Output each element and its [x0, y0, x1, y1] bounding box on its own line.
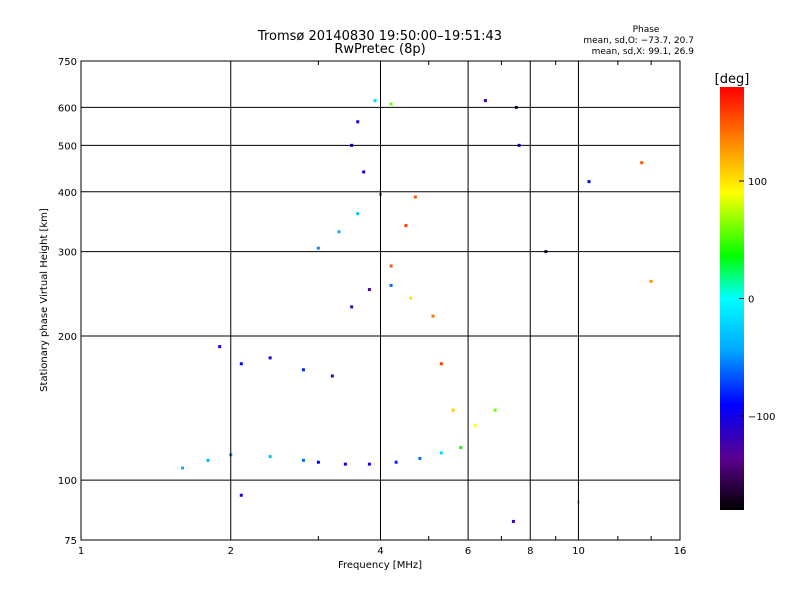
grid-lines — [81, 61, 680, 540]
echo-point — [389, 264, 393, 268]
echo-point — [473, 424, 477, 428]
echo-point — [268, 356, 272, 360]
y-tick-label: 200 — [58, 332, 77, 343]
y-axis-label: Stationary phase Virtual Height [km] — [39, 208, 50, 392]
echo-point — [493, 408, 497, 412]
echo-point — [394, 460, 398, 464]
chart-subtitle: RwPretec (8p) — [334, 42, 425, 57]
echo-point — [483, 99, 487, 103]
echo-point — [362, 170, 366, 174]
colorbar-ticks: 100 0 −100 — [739, 177, 775, 423]
echo-point — [330, 374, 334, 378]
y-tick-label: 600 — [58, 103, 77, 114]
axis-ticks: 1 2 4 6 8 10 16 75 100 200 300 400 500 600 750 — [58, 57, 686, 557]
echo-point — [409, 296, 413, 300]
colorbar-tick-label: 0 — [748, 295, 754, 306]
echo-point — [343, 462, 347, 466]
echo-point — [206, 458, 210, 462]
echo-point — [389, 102, 393, 106]
y-tick-label: 500 — [58, 141, 77, 152]
echo-point — [356, 212, 360, 216]
echo-point — [337, 230, 341, 234]
echo-point — [367, 288, 371, 292]
echo-point — [316, 246, 320, 250]
x-tick-label: 16 — [674, 546, 687, 557]
y-tick-label: 400 — [58, 188, 77, 199]
echo-point — [418, 456, 422, 460]
y-tick-label: 300 — [58, 248, 77, 259]
chart-title: Tromsø 20140830 19:50:00–19:51:43 — [257, 29, 502, 44]
stats-heading: Phase — [633, 25, 660, 35]
echo-point — [301, 368, 305, 372]
echo-point — [413, 195, 417, 199]
echo-point — [587, 180, 591, 184]
y-tick-label: 750 — [58, 57, 77, 68]
echo-point — [239, 493, 243, 497]
stats-line-o: mean, sd,O: −73.7, 20.7 — [583, 36, 694, 46]
colorbar-label: [deg] — [715, 72, 750, 87]
echo-point — [181, 466, 185, 470]
x-tick-label: 2 — [228, 546, 234, 557]
echo-point — [373, 99, 377, 103]
echo-point — [439, 362, 443, 366]
x-axis-label: Frequency [MHz] — [338, 560, 422, 571]
y-tick-label: 100 — [58, 476, 77, 487]
echo-point — [439, 451, 443, 455]
x-tick-label: 4 — [377, 546, 383, 557]
echo-point — [459, 445, 463, 449]
x-tick-label: 1 — [78, 546, 84, 557]
echo-point — [367, 462, 371, 466]
echo-point — [649, 279, 653, 283]
echo-point — [511, 519, 515, 523]
echo-point — [316, 460, 320, 464]
colorbar-tick-label: 100 — [748, 177, 767, 188]
echo-point — [451, 408, 455, 412]
echo-point — [640, 161, 644, 165]
echo-point — [239, 362, 243, 366]
x-tick-label: 10 — [572, 546, 585, 557]
x-tick-label: 6 — [465, 546, 471, 557]
colorbar-tick-label: −100 — [748, 412, 775, 423]
echo-point — [268, 455, 272, 459]
echo-point — [350, 305, 354, 309]
stats-line-x: mean, sd,X: 99.1, 26.9 — [592, 47, 695, 57]
echo-point — [356, 120, 360, 124]
echo-point — [301, 458, 305, 462]
echo-point — [431, 314, 435, 318]
echo-point — [389, 283, 393, 287]
plot-points — [181, 99, 653, 523]
echo-point — [218, 345, 222, 349]
y-tick-label: 75 — [64, 536, 77, 547]
echo-point — [404, 224, 408, 228]
x-tick-label: 8 — [527, 546, 533, 557]
